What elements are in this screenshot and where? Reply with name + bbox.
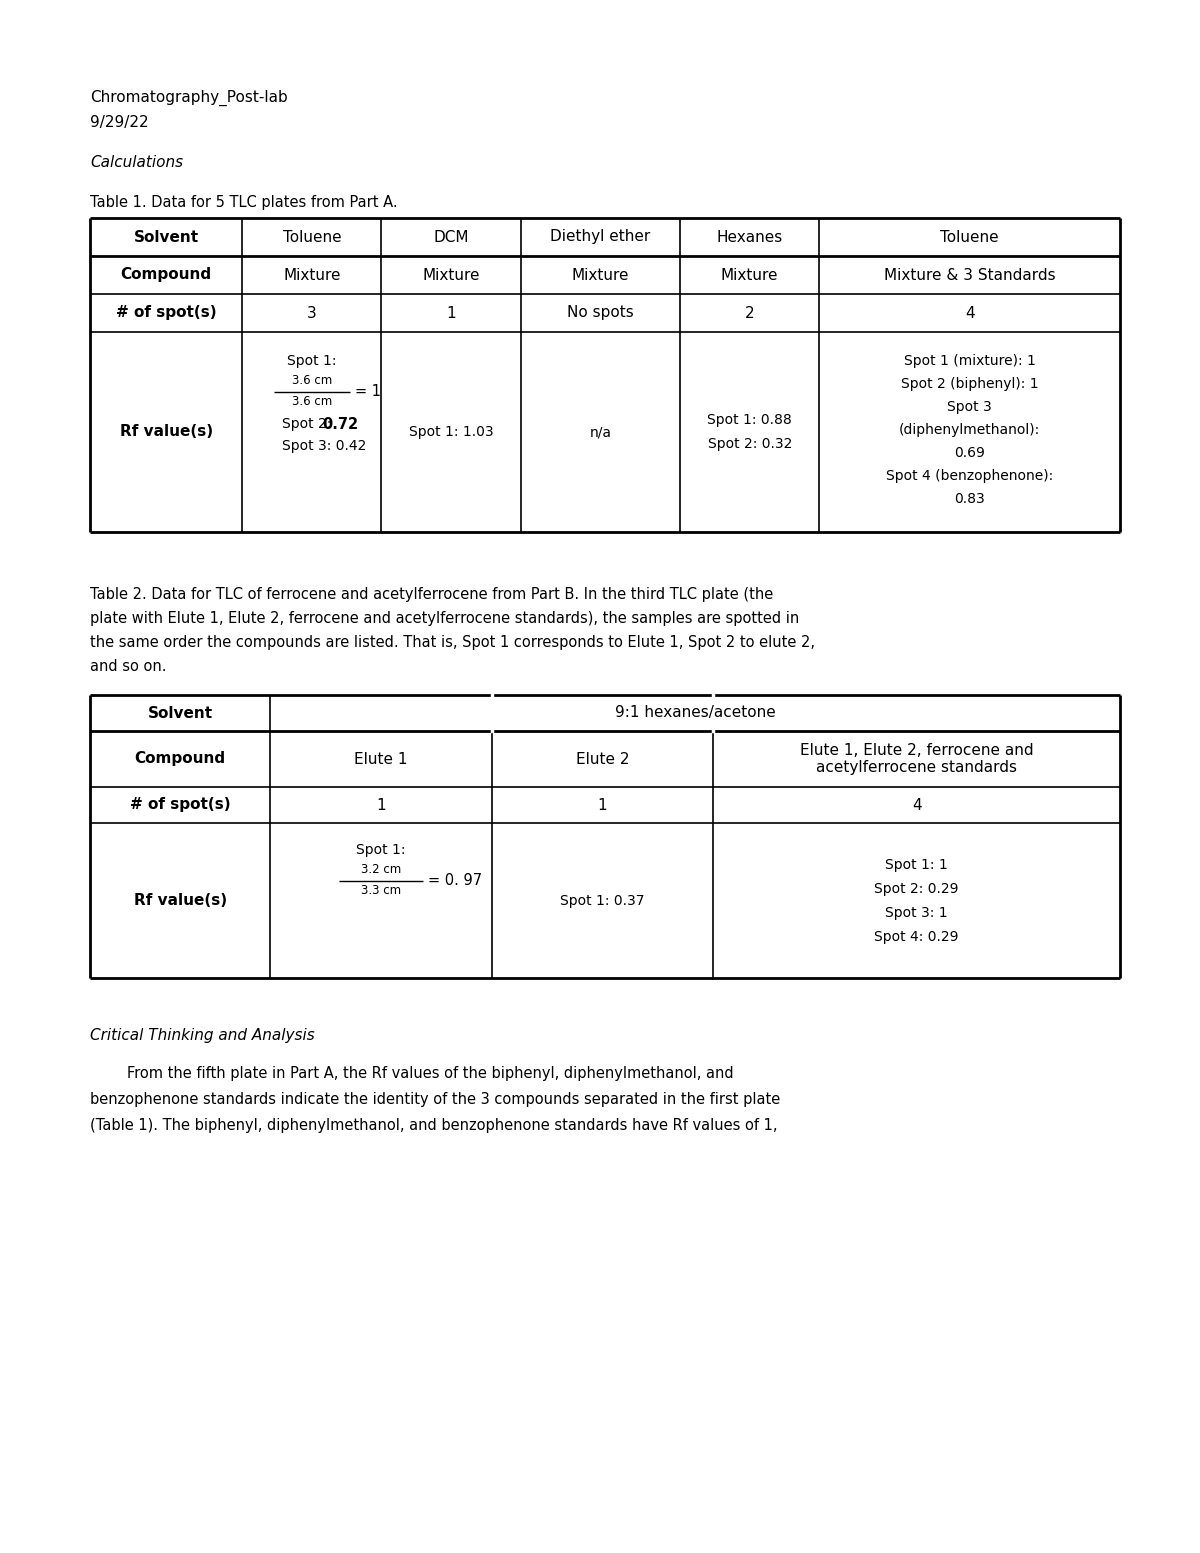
Text: Spot 1: 1: Spot 1: 1 [886,857,948,871]
Text: 0.69: 0.69 [954,446,985,460]
Text: 1: 1 [446,306,456,320]
Text: Compound: Compound [134,752,226,767]
Text: 4: 4 [965,306,974,320]
Text: 3.6 cm: 3.6 cm [292,394,332,408]
Text: Spot 2: 0.29: Spot 2: 0.29 [875,882,959,896]
Text: Solvent: Solvent [148,705,212,721]
Text: Table 1. Data for 5 TLC plates from Part A.: Table 1. Data for 5 TLC plates from Part… [90,196,397,210]
Text: 0.72: 0.72 [322,418,358,432]
Text: 3.6 cm: 3.6 cm [292,374,332,387]
Text: 3.3 cm: 3.3 cm [361,884,401,898]
Text: Rf value(s): Rf value(s) [120,424,212,439]
Text: Spot 1:: Spot 1: [356,843,406,857]
Text: Spot 1 (mixture): 1: Spot 1 (mixture): 1 [904,354,1036,368]
Text: Diethyl ether: Diethyl ether [551,230,650,244]
Text: Rf value(s): Rf value(s) [133,893,227,909]
Text: Spot 4 (benzophenone):: Spot 4 (benzophenone): [886,469,1054,483]
Text: No spots: No spots [566,306,634,320]
Text: 1: 1 [376,798,385,812]
Text: Mixture: Mixture [283,267,341,283]
Text: Spot 1: 0.88: Spot 1: 0.88 [707,413,792,427]
Text: 0.83: 0.83 [954,492,985,506]
Text: Critical Thinking and Analysis: Critical Thinking and Analysis [90,1028,314,1044]
Text: Spot 1: 0.37: Spot 1: 0.37 [560,893,644,907]
Text: Spot 3: Spot 3 [947,401,992,415]
Text: Spot 4: 0.29: Spot 4: 0.29 [875,930,959,944]
Text: 4: 4 [912,798,922,812]
Text: 9/29/22: 9/29/22 [90,115,149,130]
Text: the same order the compounds are listed. That is, Spot 1 corresponds to Elute 1,: the same order the compounds are listed.… [90,635,815,651]
Text: # of spot(s): # of spot(s) [116,306,216,320]
Text: Table 2. Data for TLC of ferrocene and acetylferrocene from Part B. In the third: Table 2. Data for TLC of ferrocene and a… [90,587,773,603]
Text: 2: 2 [745,306,755,320]
Text: From the fifth plate in Part A, the Rf values of the biphenyl, diphenylmethanol,: From the fifth plate in Part A, the Rf v… [90,1065,733,1081]
Text: Spot 1:: Spot 1: [287,354,337,368]
Text: n/a: n/a [589,426,611,439]
Text: Spot 2 (biphenyl): 1: Spot 2 (biphenyl): 1 [901,377,1038,391]
Text: and so on.: and so on. [90,658,167,674]
Text: Compound: Compound [121,267,211,283]
Text: = 0. 97: = 0. 97 [428,873,482,888]
Text: Chromatography_Post-lab: Chromatography_Post-lab [90,90,288,106]
Text: Calculations: Calculations [90,155,184,169]
Text: Spot 2: 0.32: Spot 2: 0.32 [708,436,792,450]
Text: Elute 2: Elute 2 [576,752,629,767]
Text: 1: 1 [598,798,607,812]
Text: (diphenylmethanol):: (diphenylmethanol): [899,422,1040,436]
Text: 3.2 cm: 3.2 cm [361,863,401,876]
Text: Spot 1: 1.03: Spot 1: 1.03 [409,426,493,439]
Text: = 1: = 1 [355,384,380,399]
Text: Mixture: Mixture [571,267,629,283]
Text: 3: 3 [307,306,317,320]
Text: Mixture: Mixture [721,267,779,283]
Text: Toluene: Toluene [283,230,341,244]
Text: Mixture & 3 Standards: Mixture & 3 Standards [884,267,1056,283]
Text: Elute 1, Elute 2, ferrocene and
acetylferrocene standards: Elute 1, Elute 2, ferrocene and acetylfe… [799,742,1033,775]
Text: 9:1 hexanes/acetone: 9:1 hexanes/acetone [614,705,775,721]
Text: Solvent: Solvent [133,230,199,244]
Text: Mixture: Mixture [422,267,480,283]
Text: (Table 1). The biphenyl, diphenylmethanol, and benzophenone standards have Rf va: (Table 1). The biphenyl, diphenylmethano… [90,1118,778,1134]
Text: DCM: DCM [433,230,469,244]
Text: Elute 1: Elute 1 [354,752,408,767]
Text: benzophenone standards indicate the identity of the 3 compounds separated in the: benzophenone standards indicate the iden… [90,1092,780,1107]
Text: plate with Elute 1, Elute 2, ferrocene and acetylferrocene standards), the sampl: plate with Elute 1, Elute 2, ferrocene a… [90,610,799,626]
Text: Spot 3: 1: Spot 3: 1 [886,905,948,919]
Text: Spot 2:: Spot 2: [282,418,336,432]
Text: Toluene: Toluene [941,230,998,244]
Text: # of spot(s): # of spot(s) [130,798,230,812]
Text: Spot 3: 0.42: Spot 3: 0.42 [282,439,366,453]
Text: Hexanes: Hexanes [716,230,782,244]
